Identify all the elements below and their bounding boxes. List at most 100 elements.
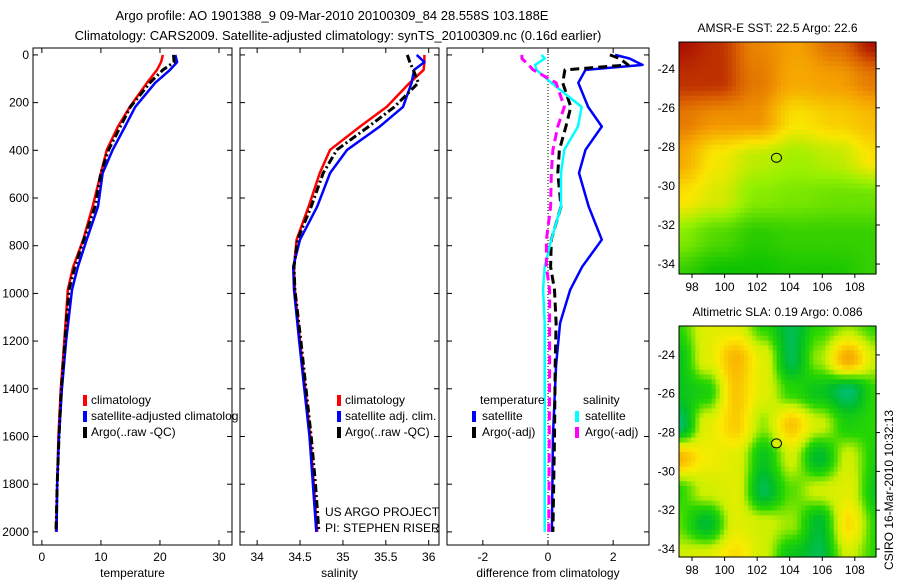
heatmap-cell	[784, 168, 790, 175]
heatmap-cell	[715, 154, 721, 160]
heatmap-cell	[788, 168, 794, 175]
heatmap-cell	[825, 330, 831, 337]
heatmap-cell	[699, 42, 705, 48]
heatmap-cell	[817, 134, 823, 141]
heatmap-cell	[707, 183, 713, 190]
heatmap-cell	[780, 56, 786, 63]
heatmap-cell	[691, 129, 696, 136]
heatmap-cell	[776, 56, 782, 63]
heatmap-cell	[841, 125, 847, 131]
heatmap-cell	[788, 355, 794, 361]
heatmap-cell	[793, 222, 798, 229]
heatmap-cell	[740, 217, 745, 224]
heatmap-cell	[841, 154, 847, 160]
heatmap-cell	[772, 345, 778, 351]
heatmap-cell	[801, 369, 806, 376]
heatmap-cell	[829, 125, 835, 131]
heatmap-cell	[768, 266, 774, 273]
heatmap-cell	[740, 442, 745, 448]
heatmap-cell	[731, 237, 737, 243]
heatmap-cell	[764, 242, 770, 248]
heatmap-cell	[809, 217, 814, 224]
heatmap-cell	[736, 379, 741, 385]
heatmap-cell	[731, 71, 737, 77]
legend-swatch	[337, 411, 341, 422]
heatmap-cell	[699, 227, 705, 233]
heatmap-cell	[817, 330, 823, 337]
heatmap-cell	[793, 271, 798, 275]
heatmap-cell	[760, 384, 766, 390]
heatmap-cell	[850, 510, 855, 516]
heatmap-cell	[821, 471, 827, 478]
heatmap-cell	[829, 500, 835, 507]
heatmap-cell	[801, 71, 806, 77]
heatmap-cell	[837, 76, 843, 82]
heatmap-cell	[683, 198, 688, 204]
heatmap-cell	[825, 251, 831, 258]
heatmap-cell	[691, 379, 696, 385]
heatmap-cell	[850, 129, 855, 136]
heatmap-cell	[825, 42, 831, 48]
heatmap-cell	[687, 447, 692, 453]
heatmap-cell	[813, 427, 818, 434]
heatmap-cell	[809, 95, 814, 102]
heatmap-cell	[833, 129, 839, 136]
heatmap-cell	[756, 208, 761, 214]
heatmap-cell	[825, 159, 831, 165]
heatmap-cell	[793, 486, 798, 492]
heatmap-cell	[703, 212, 709, 219]
heatmap-cell	[813, 476, 818, 482]
heatmap-cell	[817, 129, 823, 136]
heatmap-cell	[727, 360, 733, 366]
heatmap-cell	[768, 520, 774, 526]
heatmap-cell	[711, 505, 717, 512]
heatmap-cell	[841, 76, 847, 82]
heatmap-cell	[760, 442, 766, 448]
heatmap-cell	[719, 437, 725, 444]
heatmap-cell	[695, 227, 700, 233]
side-stamp: CSIRO 16-Mar-2010 10:32:13	[882, 410, 896, 570]
heatmap-cell	[740, 350, 745, 356]
heatmap-cell	[679, 345, 684, 351]
heatmap-cell	[683, 76, 688, 82]
heatmap-cell	[813, 71, 818, 77]
axes-box	[239, 47, 440, 546]
heatmap-cell	[719, 139, 725, 146]
heatmap-cell	[825, 85, 831, 92]
heatmap-cell	[866, 95, 871, 102]
heatmap-cell	[801, 384, 806, 390]
heatmap-cell	[854, 110, 859, 116]
heatmap-cell	[768, 403, 774, 410]
heatmap-cell	[691, 350, 696, 356]
heatmap-cell	[780, 326, 786, 332]
heatmap-cell	[784, 452, 790, 458]
heatmap-cell	[821, 71, 827, 77]
heatmap-cell	[841, 549, 847, 555]
heatmap-cell	[707, 66, 713, 72]
heatmap-cell	[756, 413, 761, 419]
heatmap-cell	[817, 335, 823, 342]
heatmap-cell	[825, 408, 831, 414]
heatmap-cell	[780, 379, 786, 385]
heatmap-cell	[711, 212, 717, 219]
heatmap-cell	[691, 266, 696, 273]
heatmap-cell	[723, 447, 729, 453]
heatmap-cell	[727, 476, 733, 482]
heatmap-cell	[756, 364, 761, 371]
heatmap-cell	[736, 389, 741, 395]
heatmap-cell	[784, 237, 790, 243]
heatmap-cell	[760, 554, 766, 558]
heatmap-cell	[736, 90, 741, 97]
heatmap-cell	[821, 466, 827, 473]
heatmap-cell	[707, 222, 713, 229]
heatmap-cell	[833, 178, 839, 185]
heatmap-cell	[833, 481, 839, 487]
heatmap-cell	[699, 457, 705, 463]
heatmap-cell	[695, 330, 700, 337]
heatmap-cell	[731, 554, 737, 558]
heatmap-cell	[703, 544, 709, 550]
heatmap-cell	[719, 242, 725, 248]
heatmap-cell	[813, 495, 818, 502]
heatmap-cell	[854, 515, 859, 521]
heatmap-cell	[731, 510, 737, 516]
